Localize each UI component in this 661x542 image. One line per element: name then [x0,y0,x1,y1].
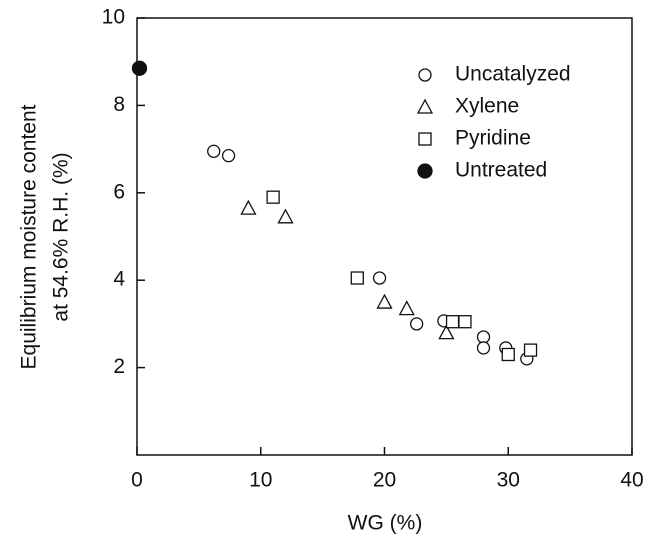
data-point [240,199,257,215]
x-tick-label: 0 [131,469,143,492]
x-tick-label: 30 [497,469,520,492]
data-point [410,317,424,331]
legend-label: Xylene [455,95,519,118]
legend-marker [418,68,432,82]
data-point [398,300,415,316]
y-tick-label: 6 [113,180,125,203]
data-point [350,271,364,285]
legend-label: Uncatalyzed [455,63,571,86]
y-tick-label: 4 [113,268,125,291]
data-point [476,341,491,355]
data-point [266,190,280,204]
data-point [131,60,148,76]
data-point [277,208,294,224]
data-point [523,343,538,357]
x-tick-label: 20 [373,469,396,492]
legend-marker [418,132,432,146]
y-tick-label: 10 [102,6,125,29]
data-point [207,144,221,158]
x-tick-label: 10 [249,469,272,492]
data-point [501,347,515,362]
legend-marker [417,163,433,179]
data-point [476,330,491,344]
y-tick-label: 2 [113,355,125,378]
data-point [376,293,393,309]
legend-label: Untreated [455,159,547,182]
x-tick-label: 40 [620,469,643,492]
data-point [221,149,236,163]
y-tick-label: 8 [113,93,125,116]
data-point [438,324,455,340]
x-axis-label: WG (%) [348,512,423,535]
legend-marker [416,98,434,114]
data-point [372,271,387,285]
data-point [445,315,460,329]
legend-label: Pyridine [455,127,531,150]
y-axis-label: Equilibrium moisture content [18,104,41,369]
y-axis-label: at 54.6% R.H. (%) [50,152,73,321]
data-point [458,315,472,329]
